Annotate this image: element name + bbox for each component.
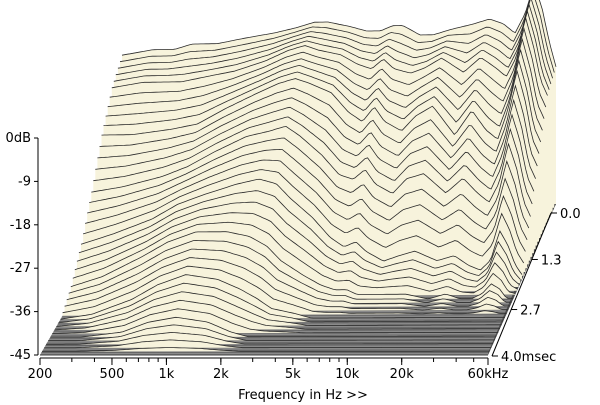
slice-line (44, 339, 492, 349)
x-tick-label: 1k (159, 367, 175, 382)
slice-line (115, 3, 552, 85)
slice-line (58, 282, 504, 324)
slice-line (121, 0, 557, 67)
slice-line (70, 231, 514, 300)
x-tick-label: 5k (285, 367, 301, 382)
time-axis-line (491, 212, 552, 357)
slice-line (87, 148, 528, 240)
time-tick-label: 0.0 (560, 207, 581, 222)
slice-line (62, 265, 507, 315)
slice-line (60, 274, 505, 320)
slice-line (109, 27, 547, 108)
x-tick-label: 10k (335, 367, 360, 382)
slice-line (50, 316, 497, 338)
x-axis-title: Frequency in Hz >> (238, 388, 368, 403)
slice-line (54, 299, 500, 331)
y-tick-label: -45 (10, 348, 31, 363)
time-tick-label: 4.0msec (501, 350, 556, 365)
slice-line (52, 308, 499, 334)
time-tick-label: 1.3 (541, 253, 562, 268)
x-axis: 200 500 1k 2k 5k 10k 20k 60kHz (28, 357, 509, 382)
slice-fill (44, 339, 492, 348)
x-tick-label: 60kHz (468, 367, 509, 382)
time-tick-label: 2.7 (520, 304, 541, 319)
slice-line (101, 69, 540, 154)
slice-line (105, 48, 543, 131)
slice-line (74, 212, 518, 290)
y-tick-label: -27 (10, 261, 31, 276)
slice-line (80, 178, 523, 275)
slice-line (99, 84, 538, 167)
y-tick-label: 0dB (6, 131, 31, 146)
slice-line (76, 201, 519, 285)
slice-line (72, 221, 516, 294)
slice-line (113, 9, 550, 90)
slice-line (97, 97, 536, 179)
slice-line (117, 0, 553, 79)
slice-line (107, 37, 545, 119)
slice-line (91, 126, 531, 217)
slice-line (68, 240, 512, 304)
y-tick-label: -18 (10, 218, 31, 233)
slice-line (78, 190, 521, 280)
slice-line (46, 331, 494, 345)
slice-line (103, 59, 542, 143)
slice-line (66, 248, 511, 307)
slice-line (93, 116, 533, 205)
y-tick-label: -36 (10, 305, 31, 320)
slice-line (85, 159, 526, 252)
spectrum-slices (40, 0, 557, 356)
y-tick-label: -9 (18, 174, 31, 189)
slice-fill (42, 347, 490, 352)
slice-line (95, 106, 535, 192)
slice-line (64, 257, 509, 311)
slice-line (56, 291, 502, 327)
y-axis: 0dB -9 -18 -27 -36 -45 (6, 131, 39, 363)
slice-line (48, 324, 495, 342)
slice-line (119, 0, 555, 73)
x-tick-label: 20k (390, 367, 415, 382)
slice-line (42, 347, 490, 352)
slice-line (82, 169, 525, 264)
slice-line (111, 16, 548, 96)
axes: 0dB -9 -18 -27 -36 -45 200 500 1k 2k 5k 10k 20k 60kH… (6, 131, 581, 382)
time-axis: 0.0 1.3 2.7 4.0msec (491, 207, 581, 365)
x-tick-label: 200 (28, 367, 53, 382)
x-tick-label: 2k (213, 367, 229, 382)
slice-line (89, 137, 530, 229)
x-tick-label: 500 (100, 367, 125, 382)
